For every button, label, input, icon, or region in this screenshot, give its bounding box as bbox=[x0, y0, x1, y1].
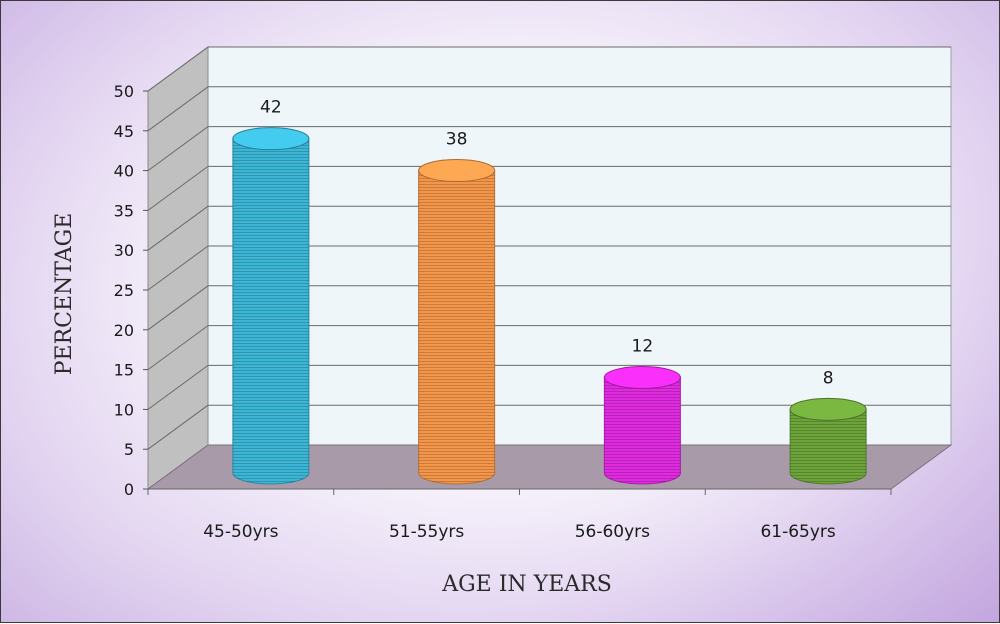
y-tick-label: 0 bbox=[124, 480, 134, 499]
bar-texture bbox=[232, 138, 309, 484]
bars bbox=[232, 127, 867, 485]
y-tick-label: 5 bbox=[124, 440, 134, 459]
bar-top bbox=[232, 127, 310, 151]
bar bbox=[603, 365, 681, 485]
y-tick-label: 20 bbox=[114, 321, 134, 340]
y-tick-label: 25 bbox=[114, 281, 134, 300]
gridline-side bbox=[147, 245, 209, 291]
x-tick-label: 45-50yrs bbox=[203, 522, 278, 542]
x-tick-label: 51-55yrs bbox=[389, 522, 464, 542]
data-label: 42 bbox=[260, 98, 282, 118]
gridline-side bbox=[147, 404, 209, 450]
category-labels: 45-50yrs 51-55yrs 56-60yrs 61-65yrs bbox=[203, 522, 836, 542]
gridline-side bbox=[147, 165, 209, 211]
y-tick-label: 45 bbox=[114, 122, 134, 141]
bar-texture bbox=[418, 170, 495, 484]
data-label: 12 bbox=[632, 336, 654, 356]
bar-top bbox=[789, 397, 867, 421]
x-tick-label: 61-65yrs bbox=[760, 522, 835, 542]
gridline-side bbox=[147, 205, 209, 251]
gridline-side bbox=[147, 46, 209, 92]
gridline-side bbox=[147, 126, 209, 172]
bar bbox=[789, 397, 867, 485]
y-axis-title: PERCENTAGE bbox=[52, 213, 77, 376]
x-axis-title: AGE IN YEARS bbox=[441, 572, 612, 597]
y-tick-label: 10 bbox=[114, 400, 134, 419]
y-axis-ticks: 0 5 10 15 20 25 30 35 40 45 50 bbox=[114, 82, 892, 499]
gridline-side bbox=[147, 86, 209, 132]
y-tick-label: 35 bbox=[114, 201, 134, 220]
y-tick-label: 50 bbox=[114, 82, 134, 101]
y-tick-label: 15 bbox=[114, 361, 134, 380]
gridline-side bbox=[147, 325, 209, 371]
data-label: 8 bbox=[823, 368, 834, 388]
bar-texture bbox=[604, 377, 681, 484]
bar-top bbox=[603, 365, 681, 389]
bar-top bbox=[418, 159, 496, 183]
data-label: 38 bbox=[446, 130, 468, 150]
gridline-side bbox=[147, 364, 209, 410]
y-tick-label: 30 bbox=[114, 241, 134, 260]
x-tick-label: 56-60yrs bbox=[575, 522, 650, 542]
bar-texture bbox=[790, 409, 867, 484]
data-labels: 42 38 12 8 bbox=[260, 98, 833, 389]
gridlines bbox=[147, 46, 951, 450]
gridline-side bbox=[147, 285, 209, 331]
y-tick-label: 40 bbox=[114, 162, 134, 181]
bar bbox=[418, 159, 496, 485]
bar bbox=[232, 127, 310, 485]
